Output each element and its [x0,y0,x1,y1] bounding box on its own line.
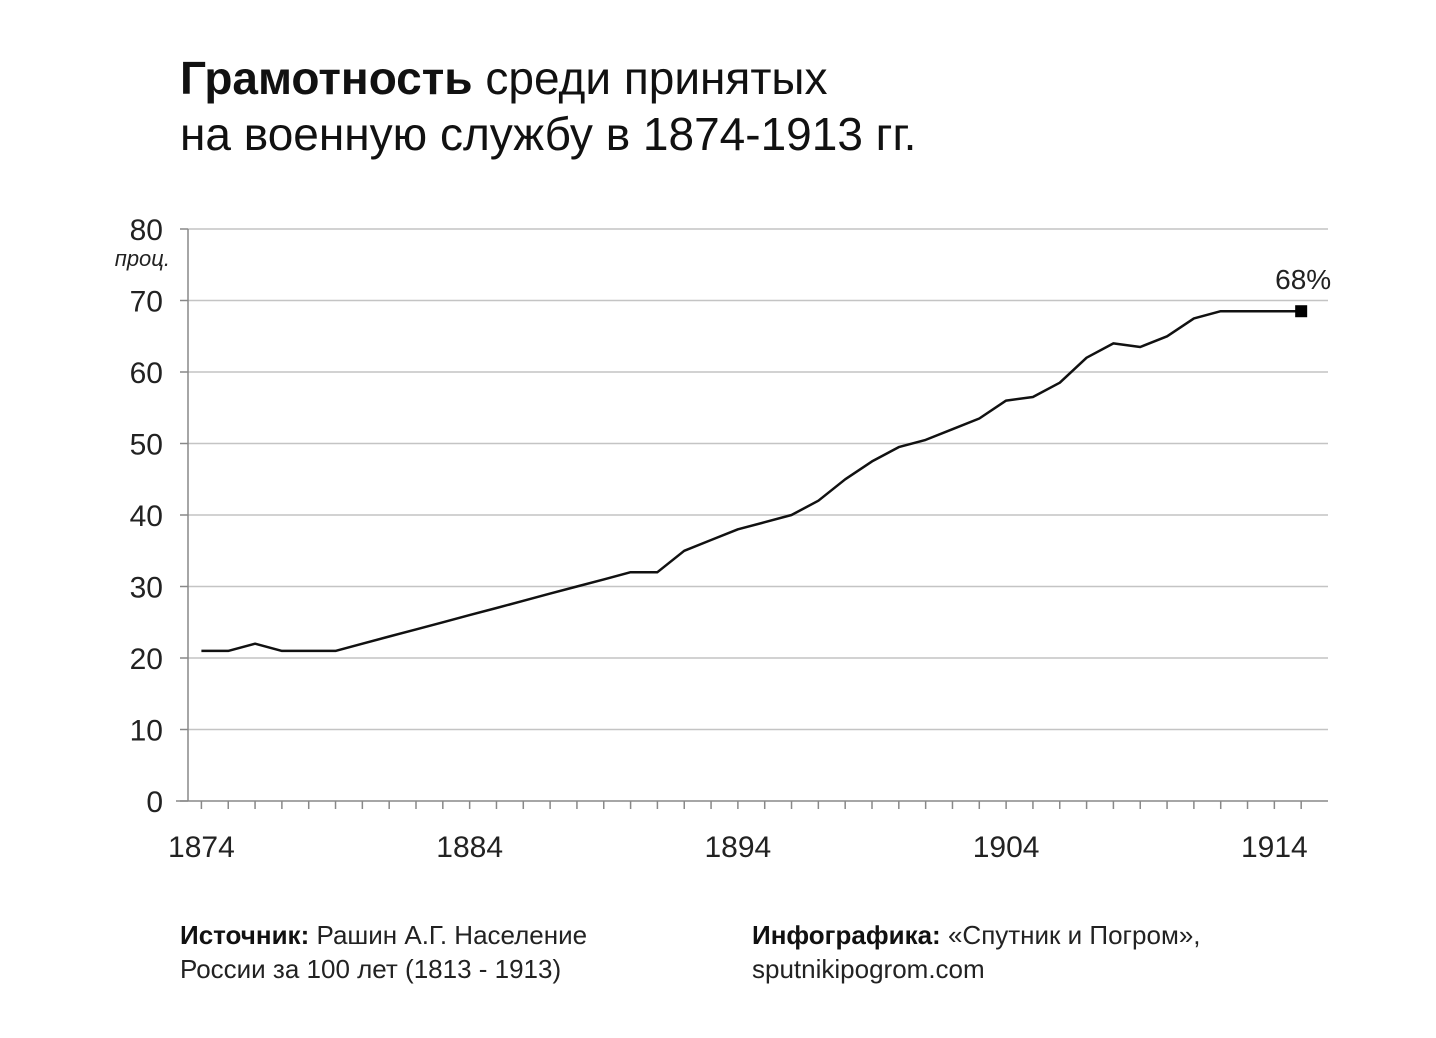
x-tick-label: 1894 [705,831,772,864]
source-text-1: Рашин А.Г. Население [316,920,588,950]
y-tick-label: 10 [130,715,163,748]
title-bold: Грамотность [180,52,473,104]
title-line-1: Грамотность среди принятых [180,50,916,106]
credit-label: Инфографика: [752,920,941,950]
y-tick-label: 70 [130,286,163,319]
end-value-label: 68% [1275,264,1331,295]
x-tick-label: 1914 [1241,831,1308,864]
y-tick-label: 80 [130,214,163,247]
source-text-2: России за 100 лет (1813 - 1913) [180,954,562,984]
source-note: Источник: Рашин А.Г. Население России за… [180,918,700,986]
y-axis-label: проц. [115,246,170,271]
source-label: Источник: [180,920,310,950]
end-point-marker [1295,305,1308,318]
series-line [201,309,1302,653]
x-tick-label: 1904 [973,831,1040,864]
y-tick-label: 50 [130,429,163,462]
y-tick-label: 40 [130,500,163,533]
y-tick-label: 30 [130,572,163,605]
title-line-2: на военную службу в 1874-1913 гг. [180,108,917,160]
title-rest: среди принятых [485,52,828,104]
y-tick-label: 0 [146,786,163,819]
y-tick-label: 60 [130,357,163,390]
credit-note: Инфографика: «Спутник и Погром», sputnik… [752,918,1392,986]
x-tick-label: 1884 [436,831,503,864]
chart-title: Грамотность среди принятых на военную сл… [180,50,916,162]
credit-text-1: «Спутник и Погром», [947,920,1201,950]
x-tick-label: 1874 [168,831,235,864]
credit-text-2: sputnikipogrom.com [752,954,985,984]
y-tick-label: 20 [130,643,163,676]
